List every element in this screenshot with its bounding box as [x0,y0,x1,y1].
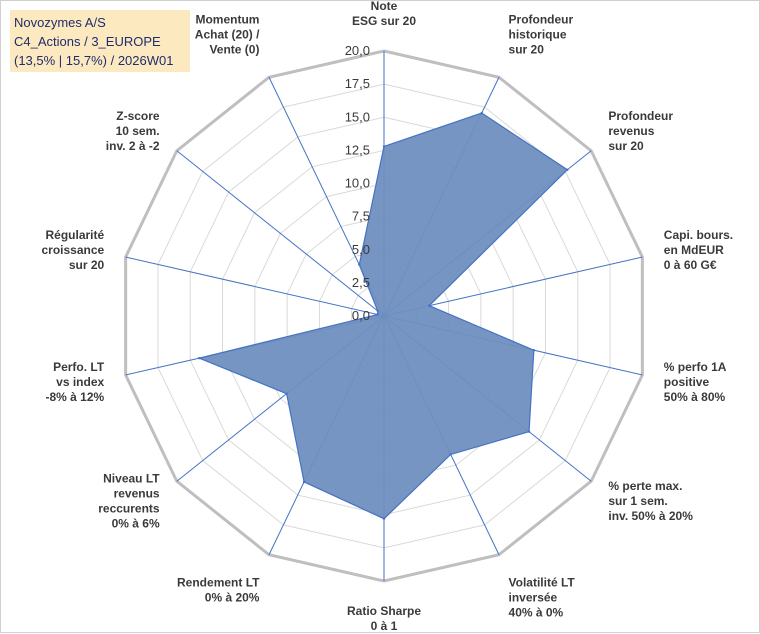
data-point [428,304,431,307]
axis-label: Régularité croissance sur 20 [41,228,104,272]
tick-label: 15,0 [345,109,370,124]
axis-label: % perte max. sur 1 sem. inv. 50% à 20% [608,479,693,523]
data-point [566,168,569,171]
axis-label: Perfo. LT vs index -8% à 12% [45,360,104,404]
period-label: (13,5% | 15,7%) / 2026W01 [14,53,174,68]
tick-label: 5,0 [352,242,370,257]
chart-title-box: Novozymes A/S C4_Actions / 3_EUROPE (13,… [10,10,190,72]
axis-spoke [125,256,385,317]
data-point [358,263,361,266]
data-point [285,392,288,395]
axis-label: Niveau LT revenus reccurents 0% à 6% [98,472,160,531]
data-point [527,430,531,433]
data-point [480,111,483,115]
axis-label: Momentum Achat (20) / Vente (0) [195,12,260,56]
axis-label: % perfo 1A positive 50% à 80% [664,360,727,404]
data-point [449,453,452,456]
axis-label: Note ESG sur 20 [352,1,416,28]
data-point [532,349,536,352]
data-point [376,313,379,316]
axis-label: Capi. bours. en MdEUR 0 à 60 G€ [664,228,733,272]
tick-label: 2,5 [352,275,370,290]
axis-label: Rendement LT 0% à 20% [177,576,260,605]
data-point [302,480,306,484]
tick-label: 10,0 [345,176,370,191]
tick-label: 20,0 [345,43,370,58]
axis-label: Ratio Sharpe 0 à 1 [347,604,421,633]
tick-label: 17,5 [345,76,370,91]
category-label: C4_Actions / 3_EUROPE [14,34,161,49]
tick-label: 0,0 [352,308,370,323]
data-point [376,309,379,313]
axis-spoke [176,150,385,317]
axis-label: Volatilité LT inversée 40% à 0% [509,576,576,620]
tick-label: 12,5 [345,142,370,157]
tick-label: 7,5 [352,209,370,224]
axis-label: Z-score 10 sem. inv. 2 à -2 [106,109,160,153]
data-point [382,145,386,148]
company-name: Novozymes A/S [14,15,106,30]
data-point [198,356,201,360]
data-point [382,517,386,520]
axis-label: Profondeur historique sur 20 [509,12,574,56]
axis-label: Profondeur revenus sur 20 [608,109,673,153]
